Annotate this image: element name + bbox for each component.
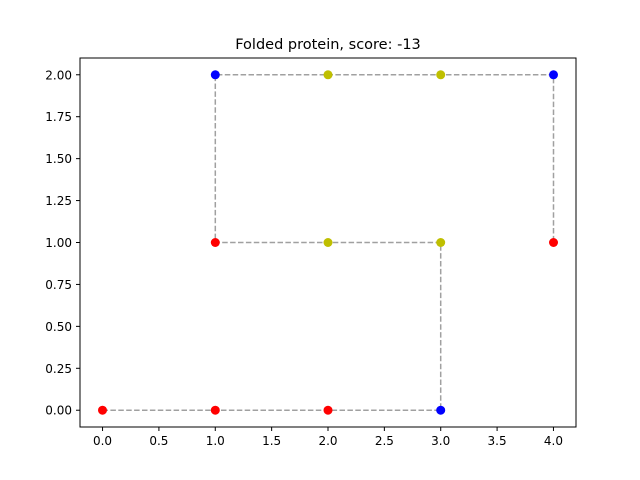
y-tick-label: 0.00 bbox=[45, 404, 72, 418]
x-tick-label: 0.0 bbox=[93, 434, 112, 448]
y-tick-label: 0.50 bbox=[45, 320, 72, 334]
axes: 0.0 0.5 1.0 1.5 2.0 2.5 3.0 3.5 4.0 0.00 0.25 0.50 0… bbox=[45, 57, 577, 448]
data-point bbox=[436, 70, 446, 80]
data-point bbox=[98, 405, 107, 415]
data-point bbox=[549, 70, 558, 80]
y-tick-label: 0.75 bbox=[45, 278, 72, 292]
chart-title: Folded protein, score: -13 bbox=[235, 37, 421, 53]
data-point bbox=[210, 70, 220, 80]
x-tick-label: 1.0 bbox=[206, 434, 225, 448]
y-tick-label: 1.00 bbox=[45, 236, 72, 250]
fold-path-line bbox=[102, 74, 555, 411]
data-point bbox=[436, 238, 446, 247]
data-point bbox=[436, 405, 446, 415]
y-tick-label: 1.75 bbox=[45, 110, 72, 124]
data-point bbox=[210, 238, 220, 247]
data-point bbox=[323, 238, 333, 247]
y-tick-label: 2.00 bbox=[45, 68, 72, 82]
data-point bbox=[323, 70, 333, 80]
data-point bbox=[210, 405, 220, 415]
y-tick-label: 1.25 bbox=[45, 194, 72, 208]
y-tick-label: 0.25 bbox=[45, 362, 72, 376]
y-tick-label: 1.50 bbox=[45, 152, 72, 166]
data-point bbox=[323, 405, 333, 415]
fold-path bbox=[102, 74, 555, 411]
x-tick-label: 4.0 bbox=[544, 434, 563, 448]
x-tick-label: 1.5 bbox=[262, 434, 281, 448]
residue-points bbox=[98, 70, 558, 415]
x-tick-label: 3.5 bbox=[488, 434, 507, 448]
x-tick-label: 0.5 bbox=[149, 434, 168, 448]
x-tick-label: 2.0 bbox=[318, 434, 337, 448]
x-tick-label: 3.0 bbox=[431, 434, 450, 448]
data-point bbox=[549, 238, 558, 247]
x-tick-label: 2.5 bbox=[375, 434, 394, 448]
